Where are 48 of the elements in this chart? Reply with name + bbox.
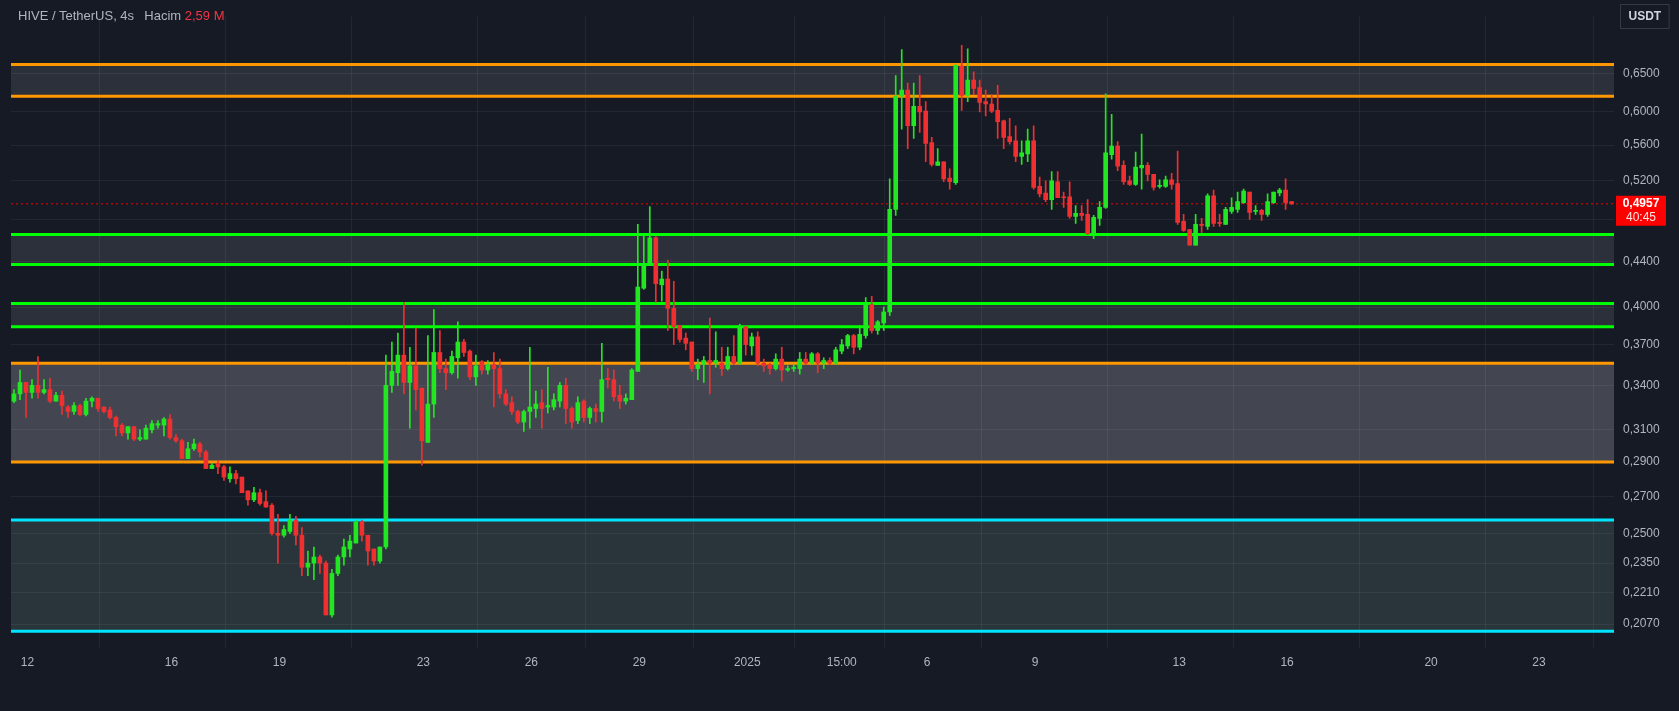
y-tick-label: 0,2210 <box>1623 584 1661 599</box>
y-tick-label: 0,4000 <box>1623 299 1661 314</box>
y-tick-label: 0,2700 <box>1623 488 1661 503</box>
candlestick <box>659 270 665 302</box>
candlestick <box>713 331 719 368</box>
candlestick <box>443 358 449 390</box>
x-tick-label: 16 <box>164 654 179 669</box>
x-tick-label: 15:00 <box>826 654 858 669</box>
x-tick-label: 13 <box>1172 654 1187 669</box>
candlestick <box>719 346 725 376</box>
y-tick-label: 0,2900 <box>1623 454 1661 469</box>
candlestick <box>137 429 143 442</box>
x-tick-label: 23 <box>1532 654 1547 669</box>
ref-line-label: 0,4957 <box>1622 196 1660 211</box>
x-tick-label: 20 <box>1424 654 1439 669</box>
candlestick <box>731 335 737 365</box>
y-tick-label: 0,5600 <box>1623 137 1661 152</box>
candlestick <box>935 148 941 166</box>
candlestick <box>899 49 905 130</box>
y-axis-title: USDT <box>1628 9 1662 24</box>
text: 40:45 <box>1625 210 1657 225</box>
y-tick-label: 0,2070 <box>1623 616 1661 631</box>
y-tick-label: 0,3400 <box>1623 377 1661 392</box>
candlestick <box>275 514 281 564</box>
x-tick-label: 26 <box>524 654 539 669</box>
x-tick-label: 19 <box>272 654 287 669</box>
x-tick-label: 29 <box>632 654 647 669</box>
y-tick-label: 0,4400 <box>1623 253 1661 268</box>
y-tick-label: 0,2350 <box>1623 555 1661 570</box>
x-tick-label: 12 <box>20 654 35 669</box>
chart-subtitle: Hacim 2,59 M <box>144 7 225 23</box>
chart-title: HIVE / TetherUS, 4s <box>18 7 135 23</box>
x-tick-label: 23 <box>416 654 431 669</box>
candlestick <box>491 352 497 408</box>
y-tick-label: 0,6500 <box>1623 65 1661 80</box>
candlestick <box>593 403 599 423</box>
y-tick-label: 0,2500 <box>1623 525 1661 540</box>
candlestick <box>305 550 311 576</box>
x-tick-label: 9 <box>1031 654 1039 669</box>
y-tick-label: 0,6000 <box>1623 104 1661 119</box>
y-tick-label: 0,5200 <box>1623 173 1661 188</box>
y-tick-label: 0,3700 <box>1623 336 1661 351</box>
candlestick <box>539 389 545 429</box>
candlestick <box>707 317 713 395</box>
x-tick-label: 6 <box>923 654 931 669</box>
x-tick-label: 16 <box>1280 654 1295 669</box>
x-tick-label: 2025 <box>733 654 761 669</box>
y-tick-label: 0,3100 <box>1623 422 1661 437</box>
